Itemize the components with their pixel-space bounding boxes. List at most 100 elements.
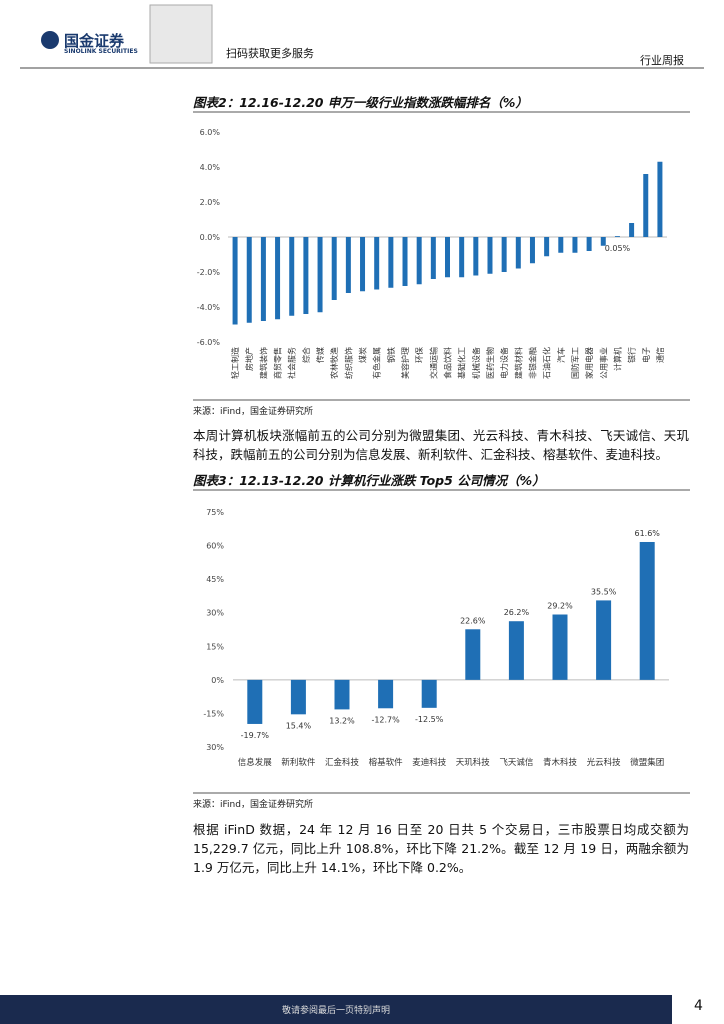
bar	[465, 629, 481, 680]
logo-icon	[41, 31, 59, 49]
bar	[289, 237, 295, 316]
source: 来源：iFind，国金证券研究所	[193, 407, 313, 417]
charts: -6.0%-4.0%-2.0%0.0%2.0%4.0%6.0%轻工制造 房地产 建筑…	[197, 128, 669, 768]
y-tick-label: 15%	[206, 642, 224, 651]
x-tick-label: 食品饮料	[443, 347, 453, 379]
chart-title: 图表3：12.13-12.20 计算机行业涨跌 Top5 公司情况（%）	[193, 473, 545, 488]
bar	[290, 679, 306, 715]
paragraph: 根据 iFinD 数据，24 年 12 月 16 日至 20 日共 5 个交易日…	[193, 822, 689, 875]
y-tick-label: -4.0%	[197, 303, 221, 312]
x-tick-label: 机械设备	[471, 347, 481, 379]
bar	[529, 237, 535, 264]
value-label: -12.7%	[371, 715, 400, 724]
x-tick-label: 银行	[627, 347, 637, 363]
qr-text: 扫码获取更多服务	[226, 47, 314, 60]
value-label: -12.5%	[415, 715, 444, 724]
y-tick-label: 2.0%	[200, 198, 221, 207]
bar	[378, 679, 394, 709]
report-type: 行业周报	[640, 54, 684, 67]
y-tick-label: 45%	[206, 575, 224, 584]
bar	[360, 237, 366, 292]
page-number: 4	[694, 998, 703, 1014]
y-tick-label: 6.0%	[200, 128, 221, 137]
bar	[614, 236, 620, 237]
bar	[596, 600, 612, 680]
x-tick-label: 汇金科技	[325, 757, 360, 768]
y-tick-label: 30%	[206, 743, 224, 752]
x-tick-label: 天玑科技	[456, 757, 491, 768]
bar	[445, 237, 450, 278]
bar	[639, 541, 655, 680]
bar	[572, 237, 578, 253]
x-tick-label: 飞天诚信	[499, 757, 534, 768]
bar	[558, 237, 564, 253]
x-tick-label: 传媒	[315, 347, 325, 363]
x-tick-label: 美容护理	[400, 347, 410, 379]
bar	[508, 621, 524, 680]
x-tick-label: 电力设备	[499, 347, 509, 379]
x-tick-label: 轻工制造	[230, 347, 240, 379]
company-en: SINOLINK SECURITIES	[64, 48, 138, 55]
x-tick-label: 有色金属	[372, 347, 382, 379]
x-tick-label: 青木科技	[543, 757, 578, 768]
bar	[374, 237, 380, 290]
value-label: 15.4%	[286, 721, 312, 730]
x-tick-label: 新利软件	[281, 757, 316, 768]
bar	[275, 237, 281, 320]
bar	[643, 174, 649, 237]
chart-title: 图表2：12.16-12.20 申万一级行业指数涨跌幅排名（%）	[193, 95, 528, 110]
bar	[586, 237, 592, 251]
x-tick-label: 计算机	[612, 347, 622, 371]
bar	[515, 237, 521, 269]
x-tick-label: 汽车	[556, 347, 566, 363]
x-tick-label: 综合	[301, 347, 311, 363]
y-tick-label: 4.0%	[200, 163, 221, 172]
bar	[421, 679, 437, 708]
x-tick-label: 房地产	[244, 347, 254, 371]
bar	[487, 237, 493, 274]
x-tick-label: 榕基软件	[369, 757, 404, 768]
bar	[459, 237, 465, 278]
bar	[317, 237, 323, 313]
x-tick-label: 农林牧渔	[329, 347, 339, 379]
x-tick-label: 通信	[655, 347, 665, 363]
x-tick-label: 电子	[641, 347, 651, 363]
x-tick-label: 国防军工	[570, 347, 580, 379]
y-tick-label: -2.0%	[197, 268, 221, 277]
x-tick-label: 基础化工	[457, 347, 467, 379]
bar	[334, 679, 350, 710]
paragraph: 本周计算机板块涨幅前五的公司分别为微盟集团、光云科技、青木科技、飞天诚信、天玑科…	[193, 428, 689, 462]
bar	[247, 679, 263, 724]
bar	[600, 237, 606, 246]
bar	[552, 614, 568, 680]
x-tick-label: 钢铁	[386, 347, 396, 363]
x-tick-label: 煤炭	[358, 347, 368, 363]
x-tick-label: 光云科技	[587, 757, 622, 768]
y-tick-label: 0.0%	[200, 233, 221, 242]
company: 国金证券	[64, 32, 125, 50]
x-tick-label: 交通运输	[428, 347, 438, 379]
bar	[331, 237, 337, 300]
bar	[246, 237, 252, 323]
source: 来源：iFind，国金证券研究所	[193, 800, 313, 810]
bar	[473, 237, 479, 276]
bar	[416, 237, 422, 285]
x-tick-label: 医药生物	[485, 347, 495, 379]
bar	[430, 237, 436, 279]
bar	[657, 161, 663, 237]
x-tick-label: 家用电器	[584, 347, 594, 379]
value-label: 61.6%	[634, 529, 660, 538]
disclaimer: 敬请参阅最后一页特别声明	[281, 1006, 390, 1016]
bar	[402, 237, 408, 286]
value-label: 22.6%	[460, 616, 486, 625]
value-label: 26.2%	[504, 608, 530, 617]
x-tick-label: 纺织服饰	[343, 347, 353, 379]
x-tick-label: 麦迪科技	[412, 757, 447, 768]
bar	[629, 223, 635, 237]
bar	[232, 237, 238, 325]
bar	[303, 237, 309, 314]
x-tick-label: 建筑装饰	[258, 347, 268, 379]
y-tick-label: 60%	[206, 542, 224, 551]
